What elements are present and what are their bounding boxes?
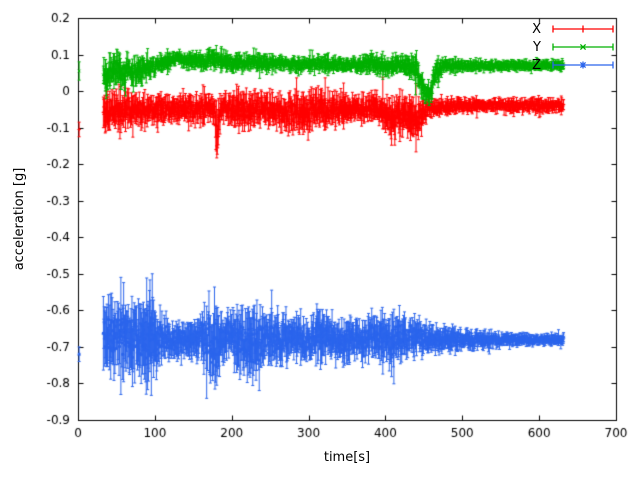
legend-sample-plus-icon xyxy=(552,25,614,33)
legend-label: Y xyxy=(533,39,541,55)
legend-label: X xyxy=(532,21,541,37)
x-axis-label: time[s] xyxy=(323,450,371,465)
legend-label: Z xyxy=(532,57,541,73)
legend-item-z: Z xyxy=(460,56,616,74)
legend-sample-star-icon xyxy=(552,61,614,69)
y-axis-label: acceleration [g] xyxy=(12,167,27,271)
legend-sample-cross-icon xyxy=(552,43,614,51)
legend-item-y: Y xyxy=(460,38,616,56)
legend-item-x: X xyxy=(460,20,616,38)
